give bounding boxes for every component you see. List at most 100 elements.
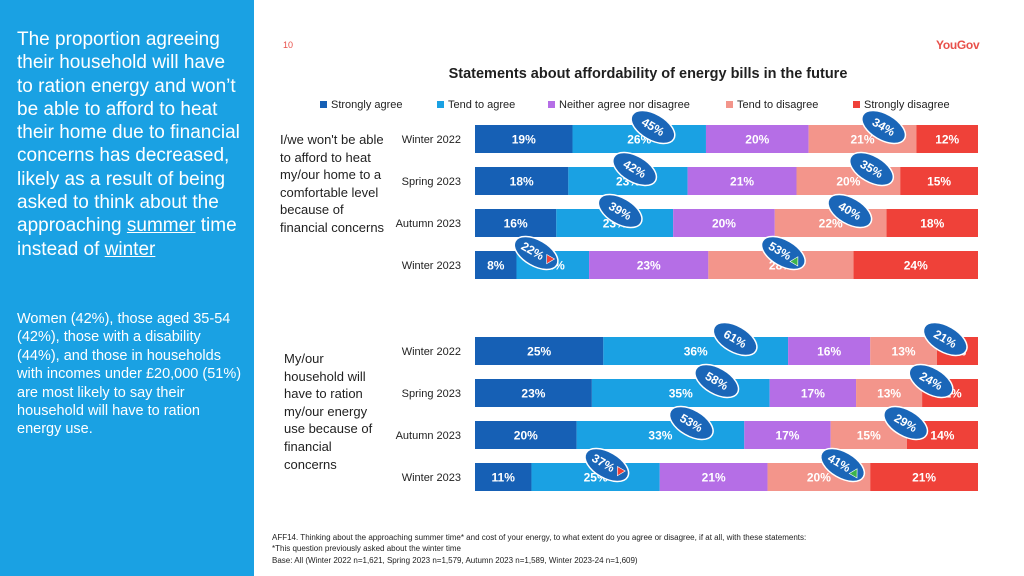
chart-title: Statements about affordability of energy…: [448, 66, 848, 82]
data-label: 17%: [775, 429, 799, 443]
data-label: 33%: [648, 429, 672, 443]
data-label: 36%: [684, 345, 708, 359]
data-label: 17%: [801, 387, 825, 401]
bar-segment: [475, 251, 517, 279]
legend-item-strongly-agree: Strongly agree: [320, 99, 403, 111]
period-label: Spring 2023: [402, 388, 461, 400]
data-label: 16%: [504, 217, 528, 231]
net-bubble-shape: [712, 321, 758, 357]
sidebar: The proportion agreeing their household …: [0, 0, 254, 576]
data-label: 19%: [512, 133, 536, 147]
bar-segment: [475, 421, 577, 449]
data-label: 11%: [492, 471, 516, 485]
data-label: 22%: [819, 217, 843, 231]
net-agree-bubble: 22%: [513, 235, 559, 271]
bar-segment: [591, 379, 770, 407]
legend-swatch: [726, 101, 733, 108]
net-bubble-shape: [922, 321, 968, 357]
net-disagree-bubble: 24%: [908, 363, 954, 399]
heading-summer-word: summer: [126, 215, 196, 237]
bar-segment: [856, 379, 923, 407]
legend-swatch: [437, 101, 444, 108]
yougov-logo: YouGov: [936, 38, 980, 52]
bar-segment: [475, 125, 573, 153]
data-label: 16%: [817, 345, 841, 359]
net-agree-bubble: 61%: [712, 321, 758, 357]
legend-label: Strongly disagree: [864, 99, 950, 111]
net-bubble-shape: [848, 151, 895, 187]
chart-legend: Strongly agree Tend to agree Neither agr…: [320, 99, 980, 113]
bar-segment: [603, 337, 789, 365]
net-bubble-shape: [861, 109, 907, 145]
bar-segment: [475, 337, 604, 365]
statement-label-heat: I/we won't be able to afford to heat my/…: [280, 132, 385, 235]
legend-item-strongly-disagree: Strongly disagree: [853, 99, 950, 111]
bar-segment: [900, 167, 978, 195]
legend-label: Tend to disagree: [737, 99, 819, 111]
legend-swatch: [548, 101, 555, 108]
footnote: AFF14. Thinking about the approaching su…: [272, 532, 806, 566]
bar-segment: [687, 167, 797, 195]
bar-segment: [576, 421, 745, 449]
data-label: 21%: [912, 471, 936, 485]
legend-item-tend-to-disagree: Tend to disagree: [726, 99, 818, 111]
legend-label: Strongly agree: [331, 99, 403, 111]
net-disagree-bubble: 34%: [861, 109, 907, 145]
net-disagree-bubble: 41%: [820, 447, 866, 483]
footnote-question: AFF14. Thinking about the approaching su…: [272, 533, 807, 542]
legend-label: Neither agree nor disagree: [559, 99, 690, 111]
net-agree-bubble: 58%: [694, 363, 740, 399]
net-bubble-shape: [883, 405, 929, 441]
data-label: 21%: [730, 175, 754, 189]
net-bubble-shape: [694, 363, 740, 399]
net-bubble-shape: [630, 109, 676, 145]
legend-swatch: [853, 101, 860, 108]
sidebar-heading: The proportion agreeing their household …: [17, 28, 242, 261]
net-bubble-shape: [612, 151, 658, 187]
net-agree-bubble: 45%: [630, 109, 676, 145]
statement-label-ration: My/our household will have to ration my/…: [284, 351, 373, 472]
bar-segment: [744, 421, 831, 449]
period-label: Autumn 2023: [396, 430, 461, 442]
bar-segment: [475, 167, 569, 195]
data-label: 23%: [637, 259, 661, 273]
data-label: 20%: [745, 133, 769, 147]
net-disagree-bubble: 40%: [827, 193, 873, 229]
data-label: 21%: [850, 133, 874, 147]
legend-swatch: [320, 101, 327, 108]
net-agree-bubble: 37%: [584, 447, 630, 483]
period-label: Spring 2023: [402, 176, 461, 188]
net-agree-bubble: 39%: [597, 193, 643, 229]
data-label: 14%: [930, 429, 954, 443]
data-label: 13%: [877, 387, 901, 401]
net-disagree-bubble: 35%: [848, 151, 895, 187]
net-agree-bubble: 53%: [668, 405, 714, 441]
net-disagree-bubble: 29%: [883, 405, 929, 441]
heading-text-1: The proportion agreeing their household …: [17, 29, 240, 237]
bar-segment: [673, 209, 775, 237]
bar-segment: [475, 463, 532, 491]
net-bubble-shape: [827, 193, 873, 229]
bar-segment: [916, 125, 978, 153]
bar-segment: [475, 379, 592, 407]
legend-item-tend-to-agree: Tend to agree: [437, 99, 515, 111]
bar-segment: [853, 251, 978, 279]
data-label: 15%: [857, 429, 881, 443]
page-number: 10: [283, 40, 294, 50]
footnote-note: *This question previously asked about th…: [272, 544, 461, 554]
bar-segment: [870, 463, 978, 491]
footnote-base: Base: All (Winter 2022 n=1,621, Spring 2…: [272, 555, 638, 565]
period-label: Winter 2022: [402, 134, 461, 146]
sidebar-body-text: Women (42%), those aged 35-54 (42%), tho…: [17, 311, 242, 438]
bar-segment: [705, 125, 809, 153]
period-label: Winter 2022: [402, 346, 461, 358]
net-bubble-shape: [668, 405, 714, 441]
data-label: 25%: [527, 345, 551, 359]
data-label: 18%: [920, 217, 944, 231]
net-disagree-bubble: 53%: [760, 235, 806, 271]
net-disagree-bubble: 21%: [922, 321, 968, 357]
data-label: 21%: [702, 471, 726, 485]
data-label: 20%: [807, 471, 831, 485]
data-label: 8%: [487, 259, 505, 273]
